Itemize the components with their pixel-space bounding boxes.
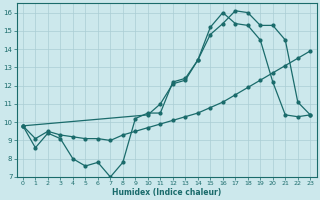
X-axis label: Humidex (Indice chaleur): Humidex (Indice chaleur) xyxy=(112,188,221,197)
